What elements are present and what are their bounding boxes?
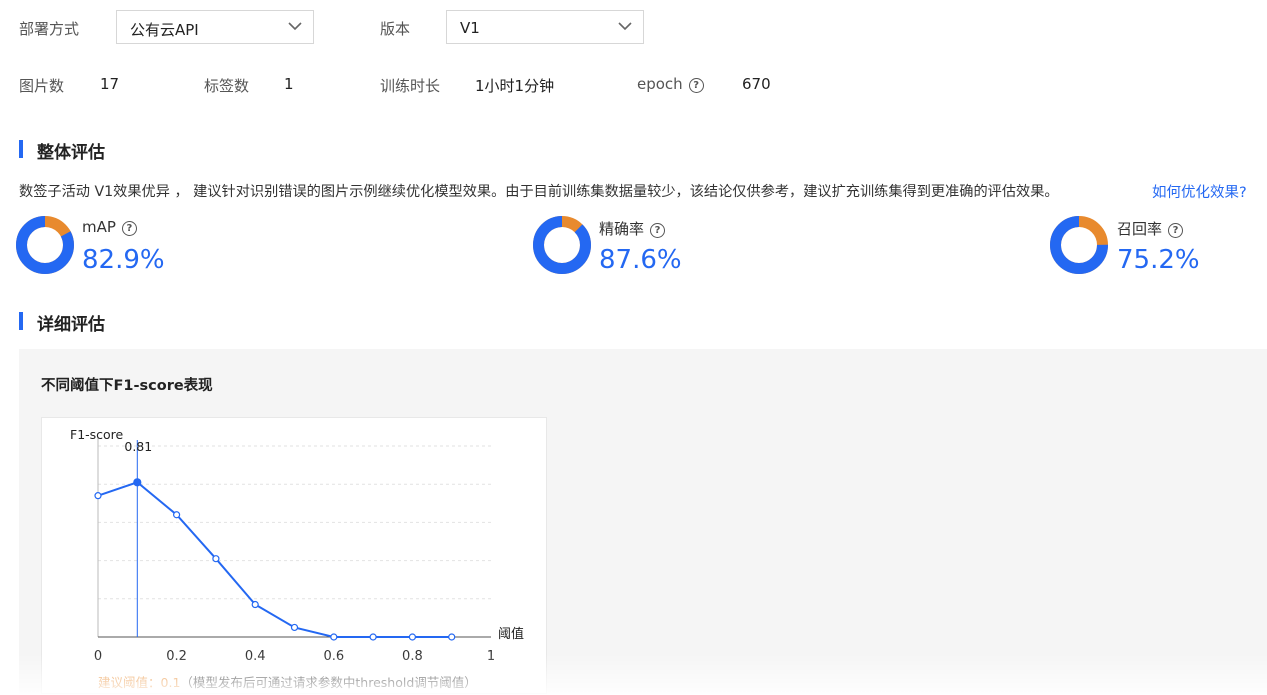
map-donut	[16, 216, 74, 274]
x-tick-label: 0.6	[323, 649, 344, 664]
recall-metric-name: 召回率	[1117, 220, 1163, 238]
images-label: 图片数	[19, 77, 65, 95]
overall-title: 整体评估	[37, 143, 105, 163]
overall-summary: 数签子活动 V1效果优异 ， 建议针对识别错误的图片示例继续优化模型效果。由于目…	[19, 184, 1059, 200]
map-metric-name: mAP	[82, 218, 116, 236]
deploy-select-value: 公有云API	[130, 21, 199, 39]
epoch-value: 670	[742, 75, 771, 93]
precision-donut	[533, 216, 591, 274]
highlight-label: 0.81	[124, 439, 152, 454]
chart-title: 不同阈值下F1-score表现	[41, 378, 213, 394]
suggested-threshold-note: （模型发布后可通过请求参数中threshold调节阈值）	[180, 675, 476, 690]
x-tick-label: 1	[487, 649, 495, 664]
precision-metric-value: 87.6%	[599, 245, 682, 275]
help-icon[interactable]: ?	[650, 223, 666, 238]
donut-value-arc	[1050, 216, 1108, 274]
recall-donut	[1050, 216, 1108, 274]
suggested-threshold-text: 建议阈值：0.1（模型发布后可通过请求参数中threshold调节阈值）	[98, 675, 477, 690]
detail-title: 详细评估	[37, 315, 105, 335]
duration-value: 1小时1分钟	[475, 77, 555, 95]
tags-value: 1	[284, 75, 294, 93]
recall-metric-label: 召回率?	[1117, 218, 1184, 239]
f1-data-point[interactable]	[251, 600, 259, 609]
donut-value-arc	[16, 216, 74, 274]
chevron-down-icon	[618, 22, 632, 31]
help-icon[interactable]: ?	[1168, 223, 1184, 238]
y-axis-label: F1-score	[70, 427, 124, 442]
f1-data-point[interactable]	[408, 633, 416, 641]
f1-data-point[interactable]	[94, 492, 102, 500]
donut-value-arc	[533, 216, 591, 274]
f1-data-point[interactable]	[330, 633, 338, 641]
duration-label: 训练时长	[380, 77, 441, 95]
section-marker	[19, 140, 23, 158]
f1-data-point[interactable]	[290, 623, 299, 632]
deploy-label: 部署方式	[19, 20, 80, 38]
precision-metric-label: 精确率?	[599, 218, 666, 239]
f1-data-point[interactable]	[133, 478, 142, 487]
epoch-label: epoch?	[637, 75, 704, 93]
x-tick-label: 0.4	[245, 649, 266, 664]
x-tick-label: 0.2	[166, 649, 187, 664]
epoch-label-text: epoch	[637, 75, 683, 93]
map-metric-value: 82.9%	[82, 245, 165, 275]
chevron-down-icon	[288, 22, 302, 31]
f1-chart-container: F1-score 阈值 0 0.2 0.4 0.6 0.8 1 0.81 建议阈值：0.1（模型发…	[41, 417, 547, 694]
map-metric-label: mAP?	[82, 218, 137, 236]
version-label: 版本	[380, 20, 411, 38]
f1-data-point[interactable]	[212, 555, 220, 563]
deploy-select[interactable]: 公有云API	[116, 10, 314, 44]
images-value: 17	[100, 75, 120, 93]
version-select[interactable]: V1	[446, 10, 644, 44]
x-axis-label: 阈值	[498, 626, 524, 642]
f1-data-point[interactable]	[448, 633, 456, 641]
suggested-threshold-label: 建议阈值：	[98, 675, 161, 690]
version-select-value: V1	[460, 19, 480, 37]
help-icon[interactable]: ?	[121, 221, 137, 236]
suggested-threshold-value: 0.1	[161, 675, 181, 690]
f1-data-point[interactable]	[173, 511, 181, 519]
x-tick-label: 0.8	[402, 649, 423, 664]
optimize-help-link[interactable]: 如何优化效果?	[1152, 185, 1247, 201]
precision-metric-name: 精确率	[599, 220, 645, 238]
recall-metric-value: 75.2%	[1117, 245, 1200, 275]
help-icon[interactable]: ?	[688, 78, 704, 93]
f1-data-point[interactable]	[369, 633, 377, 641]
x-tick-label: 0	[94, 649, 102, 664]
f1-series-line	[97, 481, 452, 638]
section-marker	[19, 312, 23, 330]
tags-label: 标签数	[204, 77, 250, 95]
